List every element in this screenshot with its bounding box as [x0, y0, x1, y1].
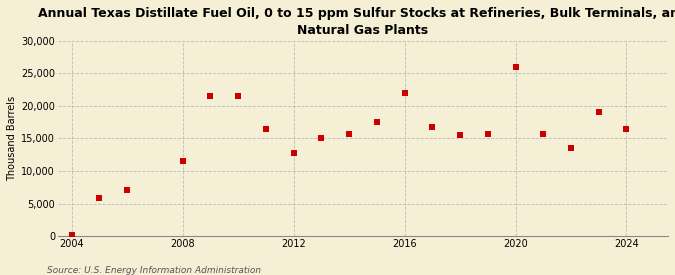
Point: [233, 94, 244, 98]
Point: [593, 110, 604, 115]
Point: [122, 188, 132, 192]
Point: [371, 120, 382, 124]
Point: [261, 126, 271, 131]
Point: [344, 132, 354, 136]
Text: Source: U.S. Energy Information Administration: Source: U.S. Energy Information Administ…: [47, 266, 261, 275]
Point: [566, 146, 576, 150]
Point: [94, 196, 105, 200]
Point: [66, 233, 77, 238]
Y-axis label: Thousand Barrels: Thousand Barrels: [7, 96, 17, 181]
Point: [621, 126, 632, 131]
Point: [427, 125, 437, 129]
Title: Annual Texas Distillate Fuel Oil, 0 to 15 ppm Sulfur Stocks at Refineries, Bulk : Annual Texas Distillate Fuel Oil, 0 to 1…: [38, 7, 675, 37]
Point: [538, 132, 549, 136]
Point: [288, 151, 299, 156]
Point: [399, 91, 410, 95]
Point: [316, 136, 327, 141]
Point: [178, 159, 188, 163]
Point: [205, 94, 216, 98]
Point: [455, 133, 466, 138]
Point: [483, 132, 493, 136]
Point: [510, 65, 521, 69]
